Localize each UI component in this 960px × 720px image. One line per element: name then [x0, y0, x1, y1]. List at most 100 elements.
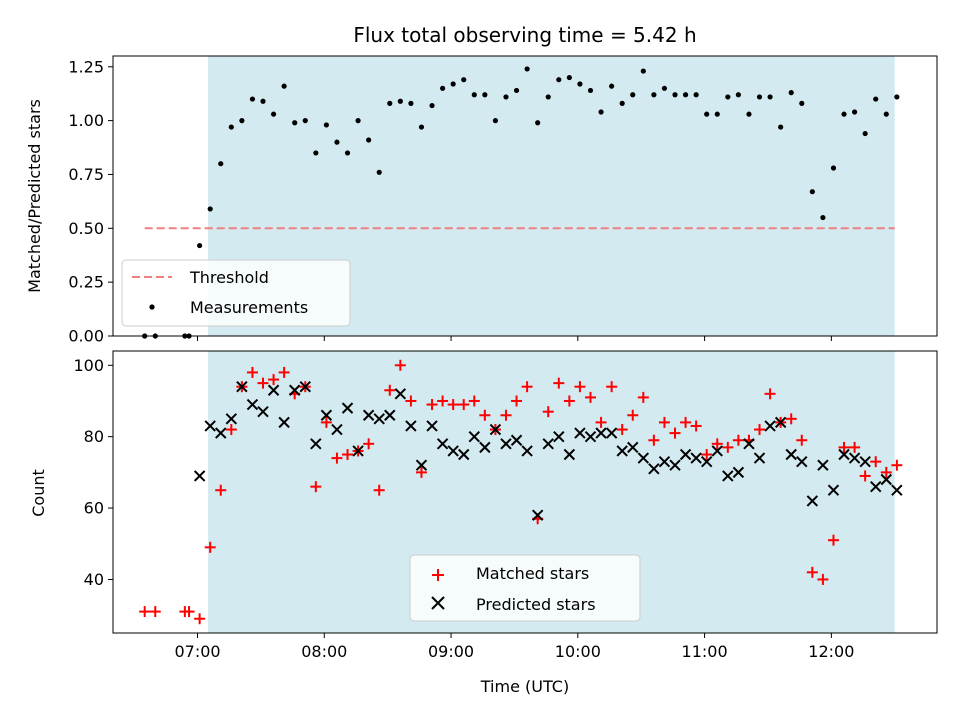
matched-star-point	[648, 434, 660, 446]
matched-star-point	[426, 399, 438, 411]
predicted-stars-points	[193, 380, 903, 521]
measurement-point	[640, 68, 646, 74]
measurement-point	[450, 81, 456, 87]
measurement-point	[767, 94, 773, 100]
measurement-point	[471, 92, 477, 98]
predicted-star-point	[521, 445, 533, 457]
matched-star-point	[606, 381, 618, 393]
predicted-star-point	[848, 452, 861, 464]
measurement-point	[609, 83, 615, 89]
predicted-star-point	[458, 448, 470, 461]
measurement-point	[672, 92, 678, 98]
matched-star-point	[521, 381, 533, 393]
measurement-point	[387, 100, 393, 106]
measurement-point	[820, 214, 826, 221]
predicted-star-point	[669, 459, 681, 471]
matched-star-point	[500, 409, 512, 421]
predicted-star-point	[574, 427, 586, 439]
predicted-star-point	[215, 427, 227, 439]
matched-star-point	[194, 613, 206, 625]
predicted-star-point	[331, 423, 343, 436]
matched-star-point	[764, 388, 776, 400]
matched-star-point	[616, 424, 628, 436]
predicted-star-point	[595, 427, 607, 439]
matched-star-point	[584, 391, 596, 403]
measurement-point	[228, 124, 234, 130]
matched-star-point	[701, 449, 713, 461]
matched-star-point	[447, 399, 459, 411]
matched-star-point	[268, 374, 280, 386]
predicted-star-point	[732, 466, 745, 479]
matched-star-point	[796, 434, 808, 446]
matched-star-point	[669, 427, 681, 439]
predicted-star-point	[764, 420, 776, 432]
measurement-points	[142, 66, 900, 339]
legend-measurements-swatch	[149, 304, 155, 310]
measurement-point	[524, 66, 530, 72]
predicted-star-point	[870, 480, 882, 493]
measurement-point	[313, 150, 319, 156]
measurement-point	[408, 100, 414, 106]
matched-star-point	[542, 406, 554, 418]
matched-star-point	[310, 481, 322, 493]
legend-matched-swatch	[432, 569, 444, 581]
top-y-axis-label: Matched/Predicted stars	[25, 99, 44, 293]
top-x-ticks	[197, 336, 832, 341]
matched-star-point	[595, 416, 607, 428]
measurement-point	[260, 98, 266, 104]
matched-star-point	[331, 452, 343, 464]
matched-star-point	[627, 409, 639, 421]
predicted-star-point	[553, 430, 565, 443]
measurement-point	[682, 92, 689, 98]
measurement-point	[376, 169, 382, 175]
matched-star-point	[320, 416, 332, 428]
measurement-point	[302, 118, 308, 124]
predicted-star-point	[267, 384, 280, 396]
bottom-panel: 40 60 80 100 07:00 08:00 09:00 10:00 11:00 12:00…	[29, 350, 938, 696]
predicted-star-point	[510, 434, 523, 446]
chart-title: Flux total observing time = 5.42 h	[353, 23, 696, 47]
predicted-star-point	[394, 388, 407, 400]
legend-predicted-label: Predicted stars	[476, 595, 596, 614]
matched-star-point	[859, 470, 871, 482]
measurement-point	[725, 94, 731, 100]
matched-star-point	[563, 395, 575, 407]
predicted-star-point	[891, 484, 903, 496]
matched-star-point	[204, 541, 216, 553]
x-tick-label: 10:00	[555, 642, 601, 661]
bottom-legend: Matched stars Predicted stars	[409, 554, 641, 622]
y-tick-label: 0.00	[68, 327, 104, 346]
measurement-point	[270, 111, 277, 117]
predicted-star-point	[700, 455, 713, 468]
legend-measurements-label: Measurements	[190, 298, 308, 317]
measurement-point	[799, 100, 805, 106]
matched-star-point	[891, 459, 903, 471]
matched-star-point	[574, 381, 586, 393]
predicted-star-point	[637, 452, 650, 464]
matched-star-point	[437, 395, 449, 407]
measurement-point	[788, 90, 794, 96]
predicted-star-point	[690, 452, 702, 464]
measurement-point	[894, 94, 900, 100]
predicted-star-point	[658, 455, 671, 468]
legend-matched-label: Matched stars	[476, 564, 589, 583]
matched-star-point	[849, 441, 861, 453]
matched-star-point	[458, 399, 470, 411]
matched-star-point	[722, 441, 734, 453]
matched-star-point	[511, 395, 523, 407]
matched-star-point	[553, 377, 565, 389]
predicted-star-point	[384, 409, 396, 421]
top-legend-box	[121, 259, 351, 327]
measurement-point	[197, 242, 203, 249]
measurement-point	[207, 206, 213, 212]
predicted-star-point	[362, 409, 375, 421]
x-tick-label: 08:00	[301, 642, 347, 661]
y-tick-label: 40	[84, 570, 104, 589]
predicted-star-point	[880, 473, 892, 486]
predicted-star-point	[479, 441, 491, 454]
x-tick-label: 07:00	[174, 642, 220, 661]
matched-star-point	[225, 424, 237, 436]
measurement-point	[587, 87, 594, 94]
matched-star-point	[838, 441, 850, 453]
